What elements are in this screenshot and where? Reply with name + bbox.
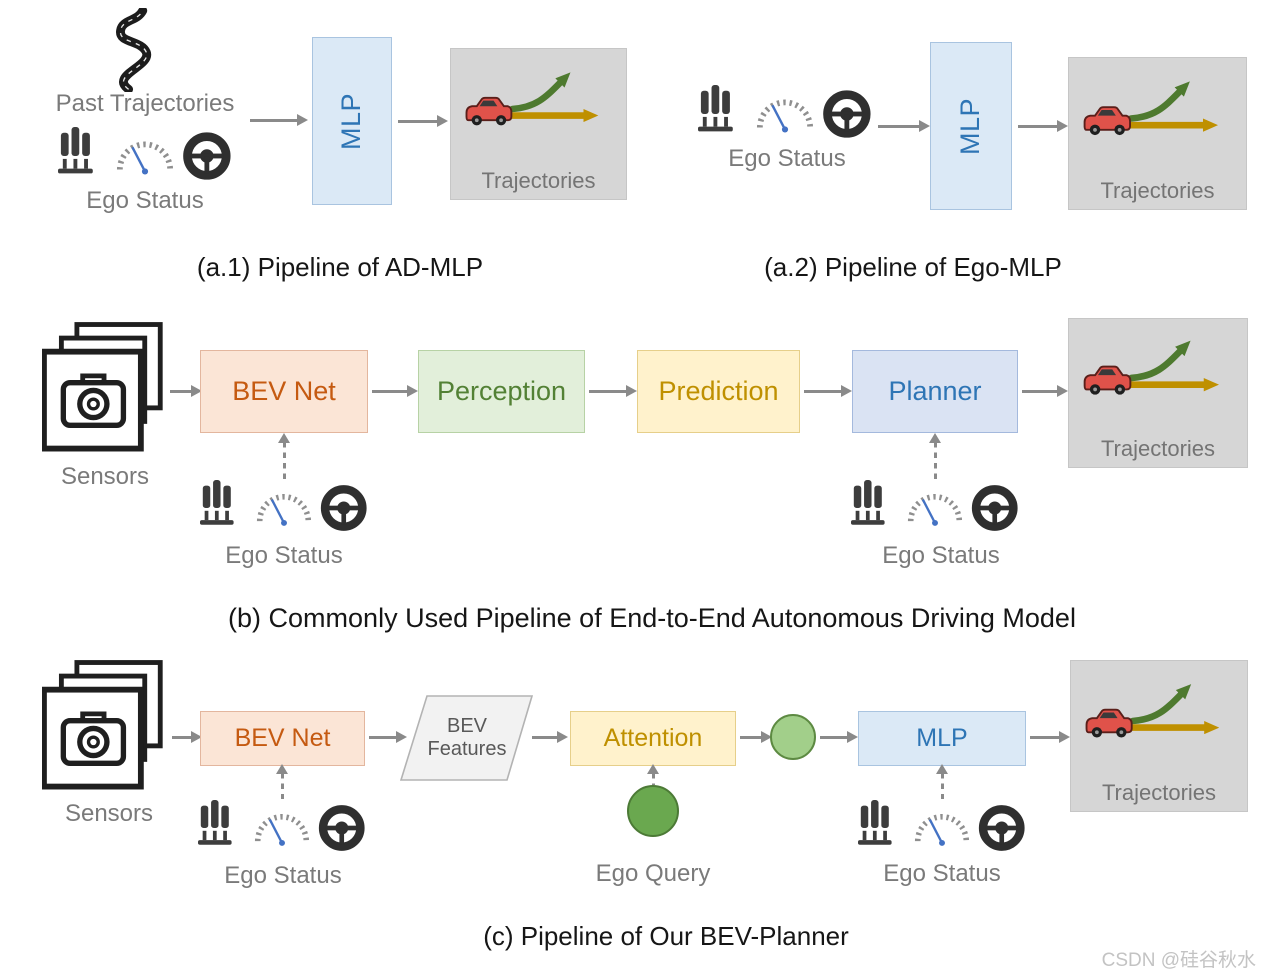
sensors-label: Sensors: [64, 800, 154, 827]
ego-status-icons: [199, 480, 369, 536]
mlp-label: MLP: [955, 97, 986, 155]
bev-features-label-line2: Features: [427, 738, 507, 760]
ego-status-icons: [197, 800, 367, 856]
arrow-mlp-to-trajectories: [398, 120, 438, 123]
bev-net-label: BEV Net: [234, 724, 331, 752]
planner-label: Planner: [888, 376, 982, 406]
bev-net-box: BEV Net: [200, 350, 368, 433]
sensors-label: Sensors: [60, 463, 150, 490]
prediction-label: Prediction: [658, 376, 779, 406]
trajectories-label: Trajectories: [1100, 178, 1215, 203]
mlp-label: MLP: [916, 724, 968, 752]
trajectories-graphic: [459, 53, 618, 165]
mlp-box: MLP: [312, 37, 392, 205]
attention-label: Attention: [603, 724, 703, 752]
arrow-mlp-to-trajectories: [1030, 736, 1060, 739]
attention-output-node: [770, 714, 816, 760]
ego-status-dashed-arrow: [281, 773, 284, 799]
bev-net-box: BEV Net: [200, 711, 365, 766]
ego-status-dashed-arrow: [941, 773, 944, 799]
arrow-input-to-mlp: [878, 125, 920, 128]
planner-box: Planner: [852, 350, 1018, 433]
ego-status-label: Ego Status: [225, 542, 343, 569]
camera-sensor-icon: [42, 660, 168, 792]
ego-status-label: Ego Status: [728, 145, 846, 172]
caption-b: (b) Commonly Used Pipeline of End-to-End…: [228, 603, 1076, 633]
trajectories-label: Trajectories: [1101, 780, 1217, 805]
arrow-prediction-to-planner: [804, 390, 842, 393]
ego-status-dashed-arrow: [934, 442, 937, 480]
arrow-bevnet-to-bevfeatures: [369, 736, 397, 739]
watermark: CSDN @硅谷秋水: [1101, 950, 1256, 971]
ego-status-icons: [850, 480, 1020, 536]
arrow-attention-to-node: [740, 736, 762, 739]
bev-net-label: BEV Net: [232, 376, 336, 406]
bev-features-label-line1: BEV: [446, 715, 488, 737]
prediction-box: Prediction: [637, 350, 800, 433]
ego-status-icons: [57, 127, 233, 185]
caption-a1: (a.1) Pipeline of AD-MLP: [196, 252, 484, 282]
caption-c: (c) Pipeline of Our BEV-Planner: [483, 921, 849, 951]
trajectories-graphic: [1077, 323, 1239, 433]
mlp-label: MLP: [336, 92, 367, 150]
ego-status-label: Ego Status: [883, 860, 1001, 887]
ego-status-label: Ego Status: [882, 542, 1000, 569]
trajectories-box: Trajectories: [450, 48, 627, 200]
arrow-planner-to-trajectories: [1022, 390, 1058, 393]
bev-features-shape: BEV Features: [399, 695, 534, 781]
parallelogram: [399, 695, 534, 781]
trajectories-box: Trajectories: [1068, 318, 1248, 468]
ego-status-dashed-arrow: [283, 442, 286, 480]
ego-status-icons: [857, 800, 1027, 856]
ego-query-label: Ego Query: [595, 860, 711, 887]
trajectories-graphic: [1077, 62, 1238, 175]
arrow-mlp-to-trajectories: [1018, 125, 1058, 128]
perception-label: Perception: [436, 376, 567, 406]
past-trajectories-label: Past Trajectories: [55, 90, 235, 117]
mlp-box: MLP: [930, 42, 1012, 210]
camera-sensor-icon: [42, 322, 168, 454]
mlp-box: MLP: [858, 711, 1026, 766]
attention-box: Attention: [570, 711, 736, 766]
caption-a2: (a.2) Pipeline of Ego-MLP: [764, 252, 1062, 282]
past-trajectory-icon: [102, 8, 180, 92]
arrow-input-to-mlp: [250, 119, 298, 122]
arrow-node-to-mlp: [820, 736, 848, 739]
arrow-bevfeatures-to-attention: [532, 736, 558, 739]
arrow-bevnet-to-perception: [372, 390, 408, 393]
trajectories-label: Trajectories: [1100, 436, 1216, 461]
trajectories-graphic: [1079, 665, 1239, 777]
ego-query-node: [627, 785, 679, 837]
arrow-sensors-to-bevnet: [172, 736, 192, 739]
ego-status-label: Ego Status: [224, 862, 342, 889]
arrow-sensors-to-bevnet: [170, 390, 192, 393]
trajectories-box: Trajectories: [1070, 660, 1248, 812]
trajectories-label: Trajectories: [481, 168, 596, 193]
ego-status-icons: [697, 85, 873, 143]
perception-box: Perception: [418, 350, 585, 433]
arrow-perception-to-prediction: [589, 390, 627, 393]
ego-status-label: Ego Status: [86, 187, 204, 214]
trajectories-box: Trajectories: [1068, 57, 1247, 210]
ego-query-dashed-arrow: [652, 773, 655, 785]
